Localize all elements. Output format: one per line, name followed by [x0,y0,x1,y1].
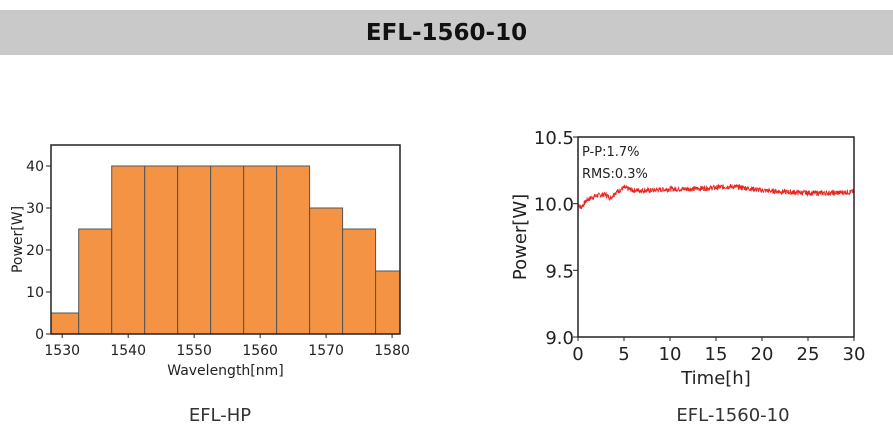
x-tick-label: 1530 [44,343,80,359]
x-tick-label: 1560 [242,343,278,359]
y-tick-label: 9.5 [545,261,574,282]
x-axis-label: Time[h] [680,368,751,389]
y-tick-label: 30 [26,201,44,217]
y-tick-label: 10.5 [534,128,574,149]
annotation-1: RMS:0.3% [582,167,648,182]
bar-1575 [342,228,377,335]
bar-1530 [50,312,80,335]
x-tick-label: 1540 [110,343,146,359]
bar-1565 [276,165,311,335]
bar-1545 [144,165,179,335]
x-tick-label: 5 [618,344,629,365]
bar-1555 [210,165,245,335]
page-title: EFL-1560-10 [365,19,528,46]
caption-left: EFL-HP [188,405,252,426]
x-axis-label: Wavelength[nm] [167,363,283,379]
y-axis-label: Power[W] [510,194,531,280]
x-tick-label: 25 [797,344,820,365]
x-tick-label: 20 [751,344,774,365]
bar-1580 [375,270,401,335]
x-tick-label: 1580 [374,343,410,359]
annotation-0: P-P:1.7% [582,145,640,160]
bar-1540 [111,165,146,335]
y-axis-label: Power[W] [10,206,26,273]
bar-1560 [243,165,278,335]
caption-right: EFL-1560-10 [676,405,790,426]
y-tick-label: 40 [26,159,44,175]
x-tick-label: 0 [572,344,583,365]
y-tick-label: 9.0 [545,328,574,349]
y-tick-label: 0 [35,327,44,343]
bar-1570 [309,207,344,335]
y-tick-label: 10.0 [534,195,574,216]
x-tick-label: 1570 [308,343,344,359]
x-tick-label: 1550 [176,343,212,359]
x-tick-label: 10 [659,344,682,365]
x-tick-label: 30 [843,344,866,365]
power-series-line [577,183,855,209]
y-tick-label: 10 [26,285,44,301]
plot-frame [50,144,401,335]
title-bar: EFL-1560-10 [0,10,893,55]
bar-1550 [177,165,212,335]
bar-1535 [78,228,113,335]
y-tick-label: 20 [26,243,44,259]
x-tick-label: 15 [705,344,728,365]
